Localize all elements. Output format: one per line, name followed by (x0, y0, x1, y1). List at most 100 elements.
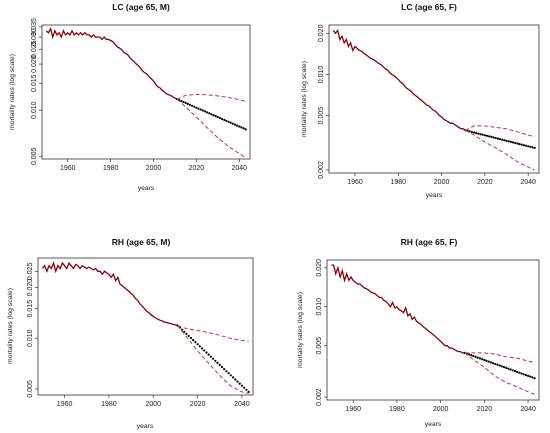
forecast-point (236, 124, 239, 127)
y-ticks: 0.002 0.005 0.010 0.020 (318, 24, 329, 179)
forecast-point (520, 372, 523, 375)
panel-title: RH (age 65, F) (401, 237, 458, 247)
forecast-point (221, 117, 224, 121)
y-tick-label: 0.010 (318, 66, 325, 84)
forecast-point (243, 386, 246, 389)
forecast-point (494, 136, 497, 140)
y-tick-label: 0.030 (31, 28, 38, 46)
forecast-point (529, 145, 532, 148)
forecast-point (212, 114, 215, 117)
forecast-point (522, 144, 525, 147)
x-tick-label: 2000 (145, 401, 161, 408)
forecast-point (485, 359, 488, 362)
x-axis-label: years (425, 421, 442, 428)
forecast-point (500, 365, 503, 368)
panel-rh-male: RH (age 65, M) years mortality rates (lo… (7, 237, 254, 430)
forecast-point (502, 366, 506, 369)
forecast-point (473, 131, 476, 134)
series-layer (331, 264, 536, 395)
forecast-point (476, 356, 479, 359)
forecast-point (209, 355, 212, 358)
forecast-point (474, 355, 477, 358)
forecast-point (206, 111, 209, 114)
x-tick-label: 1980 (389, 406, 405, 413)
y-axis-label: mortality rates (log scale) (9, 54, 16, 130)
y-tick-label: 0.025 (31, 40, 38, 58)
forecast-point (477, 132, 480, 135)
forecast-point (207, 353, 210, 356)
forecast-point (507, 367, 510, 370)
y-tick-label: 0.025 (27, 262, 34, 280)
plot-frame (326, 259, 540, 401)
forecast-point (470, 354, 473, 357)
forecast-point (203, 110, 207, 113)
x-tick-label: 2020 (477, 179, 493, 186)
upper-interval-line (464, 352, 535, 364)
forecast-point (522, 373, 525, 376)
forecast-point (199, 108, 202, 111)
forecast-point (483, 358, 486, 362)
forecast-point (487, 360, 490, 363)
observed-series-line (41, 260, 178, 327)
forecast-point (208, 112, 211, 115)
forecast-point (191, 104, 194, 107)
y-tick-label: 0.005 (316, 337, 323, 355)
forecast-point (478, 357, 482, 360)
forecast-point (468, 130, 471, 133)
y-tick-label: 0.020 (318, 24, 325, 42)
forecast-point (494, 362, 497, 366)
forecast-point (210, 113, 213, 116)
y-tick-label: 0.005 (318, 107, 325, 125)
panel-lc-male: LC (age 65, M) years mortality rates (lo… (9, 2, 251, 192)
x-tick-label: 2000 (433, 406, 449, 413)
x-tick-label: 2020 (190, 401, 206, 408)
forecast-point (201, 109, 204, 112)
forecast-point (501, 138, 504, 141)
forecast-point (516, 142, 519, 145)
forecast-point (196, 343, 199, 346)
lower-interval-line (177, 325, 249, 394)
forecast-point (481, 358, 484, 361)
forecast-point (527, 374, 530, 377)
x-tick-label: 2040 (234, 401, 250, 408)
forecast-point (240, 384, 243, 387)
forecast-point (481, 133, 484, 136)
forecast-point (238, 382, 241, 385)
forecast-point (233, 123, 237, 126)
forecast-point (180, 100, 183, 103)
forecast-point (492, 362, 495, 365)
x-tick-label: 1960 (57, 401, 73, 408)
panel-rh-female: RH (age 65, F) years mortality rates (lo… (297, 237, 540, 428)
lower-interval-line (464, 352, 535, 395)
forecast-point (188, 103, 192, 106)
y-tick-label: 0.002 (318, 161, 325, 179)
y-tick-label: 0.005 (31, 147, 38, 165)
y-tick-label: 0.015 (27, 300, 34, 318)
series-layer (45, 27, 247, 159)
forecast-point (531, 376, 534, 379)
forecast-point (490, 135, 493, 138)
observed-series-line (332, 28, 466, 131)
forecast-point (496, 363, 499, 366)
forecast-point (192, 339, 195, 342)
x-ticks: 1960 1980 2000 2020 2040 (60, 159, 247, 172)
y-tick-label: 0.002 (316, 388, 323, 406)
forecast-point (229, 121, 232, 124)
x-tick-label: 1960 (347, 179, 363, 186)
forecast-point (234, 378, 237, 381)
forecast-point (529, 375, 532, 378)
y-axis-label: mortality rates (log scale) (301, 61, 308, 137)
forecast-point (483, 134, 486, 137)
panel-title: RH (age 65, M) (112, 237, 171, 247)
x-axis-label: years (137, 423, 154, 430)
forecast-point (533, 377, 536, 380)
forecast-point (189, 336, 192, 340)
forecast-point (475, 132, 478, 135)
forecast-point (223, 368, 226, 371)
forecast-point (507, 140, 510, 143)
x-tick-label: 2020 (189, 165, 205, 172)
forecast-point (511, 141, 515, 144)
y-ticks: 0.002 0.005 0.010 0.020 (316, 259, 327, 406)
